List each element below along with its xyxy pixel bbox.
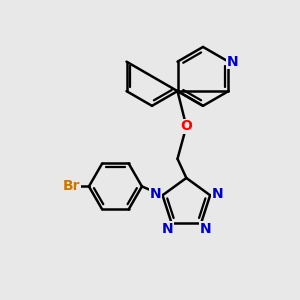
Text: O: O: [180, 119, 192, 134]
Text: N: N: [200, 222, 211, 236]
Text: N: N: [227, 55, 239, 69]
Text: N: N: [212, 187, 223, 201]
Text: Br: Br: [62, 179, 80, 194]
Text: N: N: [149, 187, 161, 201]
Text: N: N: [161, 222, 173, 236]
